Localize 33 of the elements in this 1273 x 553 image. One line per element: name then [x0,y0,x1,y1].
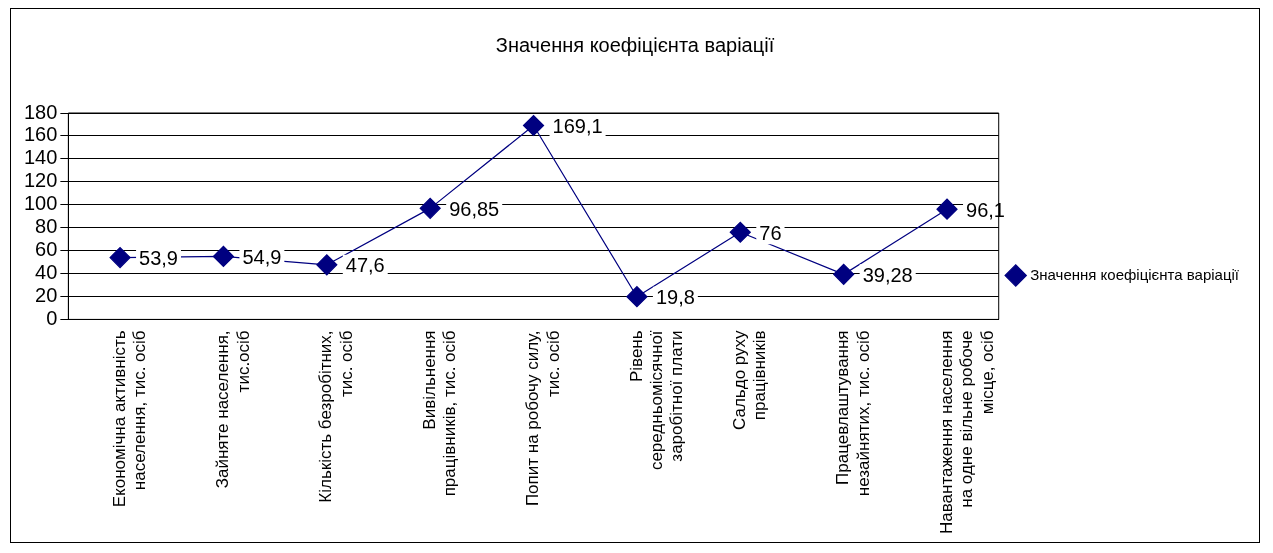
point [833,263,855,285]
point [936,198,958,220]
x-tick-label: Економічна активність населення, тис. осіб [109,330,150,508]
x-tick-label: Зайняте населення, тис.осіб [213,330,253,489]
chart-title: Значення коефіцієнта варіації [495,33,775,56]
legend-label: Значення коефіцієнта варіації [1030,265,1240,283]
y-tick-label: 100 [23,192,58,215]
point [626,286,648,308]
y-tick-label: 160 [23,123,58,146]
data-label: 53,9 [139,247,178,270]
data-label: 169,1 [552,115,603,138]
y-tick-label: 0 [46,306,58,329]
y-tick-label: 60 [35,238,58,261]
y-tick-label: 40 [35,261,58,284]
point [316,254,338,276]
point [419,197,441,219]
point [522,114,545,137]
data-label: 19,8 [655,286,695,309]
point [729,221,751,243]
y-tick-label: 80 [35,215,58,238]
point [212,245,235,268]
y-tick-label: 180 [23,100,58,123]
data-label: 39,28 [862,263,913,286]
y-tick-label: 120 [23,169,58,192]
data-label: 96,85 [449,197,500,220]
data-label: 54,9 [242,245,282,268]
x-tick-label: Попит на робочу силу, тис. осіб [523,330,563,507]
x-tick-label: Кількість безробітних, тис. осіб [316,330,356,503]
data-label: 47,6 [345,254,385,277]
point [109,247,131,269]
y-tick-label: 140 [23,146,58,169]
y-tick-label: 20 [35,284,58,306]
data-label: 76 [759,221,782,244]
